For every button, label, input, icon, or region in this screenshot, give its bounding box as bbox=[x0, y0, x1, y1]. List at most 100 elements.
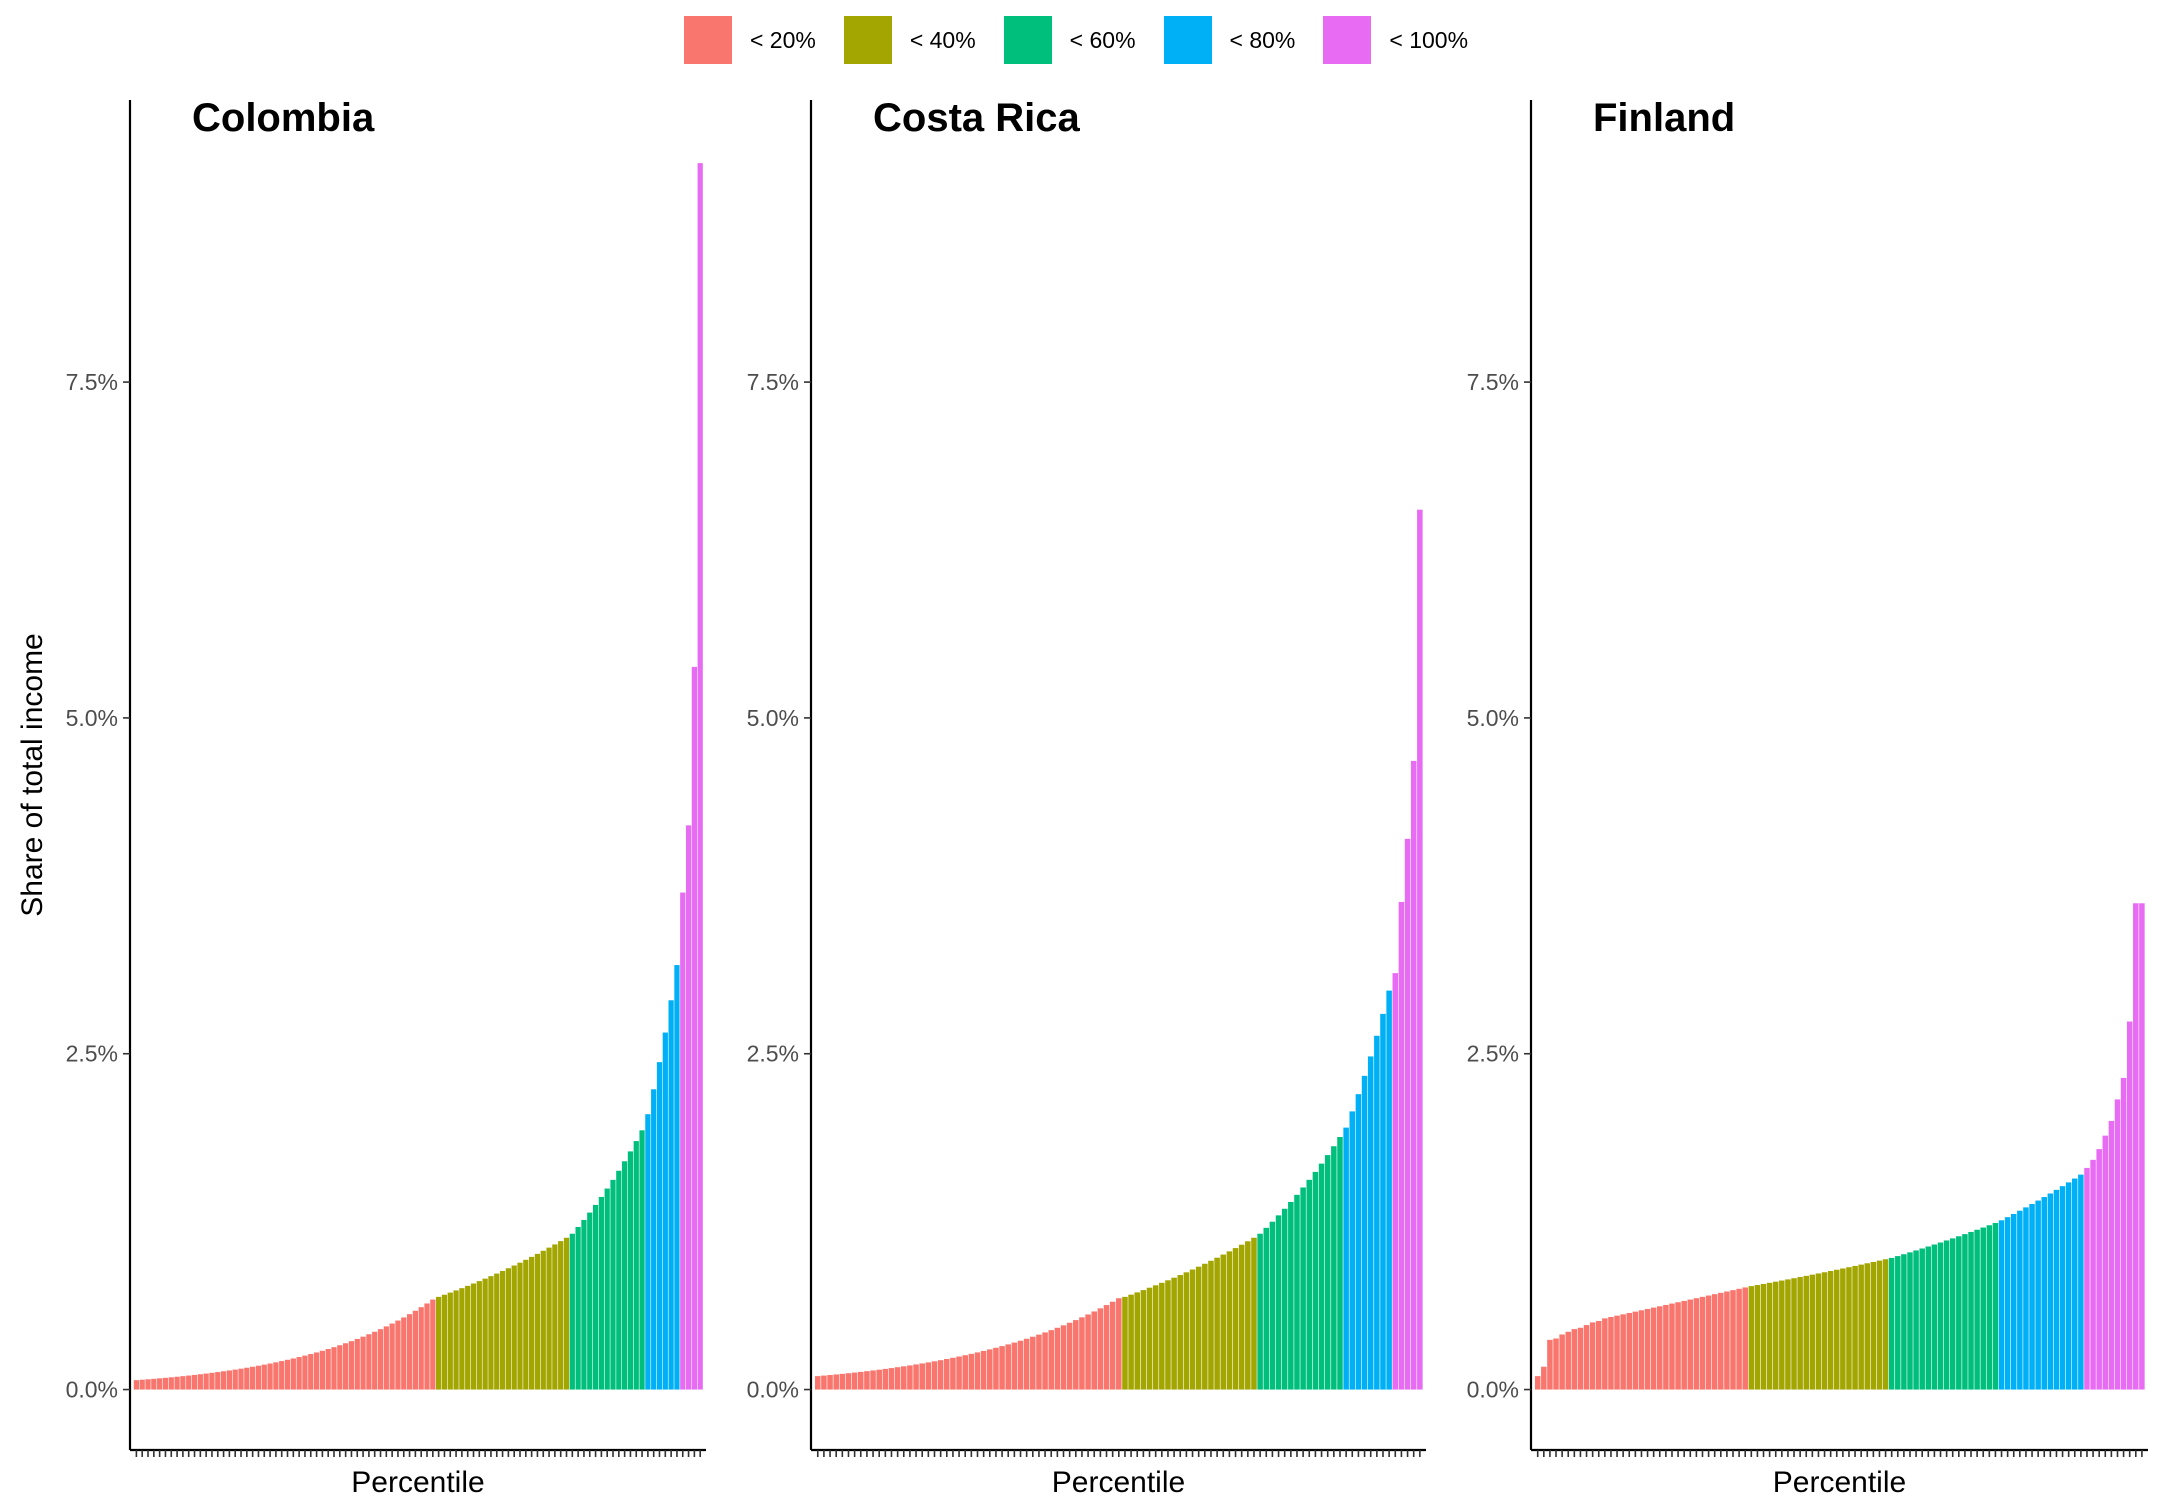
bar bbox=[1956, 1236, 1962, 1390]
bar bbox=[441, 1294, 448, 1390]
bar bbox=[974, 1352, 981, 1390]
bar bbox=[1054, 1327, 1061, 1390]
bar bbox=[1846, 1267, 1852, 1390]
y-axis-title: Share of total income bbox=[16, 633, 49, 917]
bar bbox=[931, 1361, 938, 1390]
bar bbox=[950, 1357, 956, 1390]
bar bbox=[1257, 1233, 1263, 1390]
bar bbox=[511, 1265, 517, 1390]
bar bbox=[1091, 1311, 1097, 1390]
bar bbox=[1681, 1300, 1687, 1390]
bar bbox=[1202, 1263, 1208, 1390]
bar bbox=[569, 1233, 575, 1390]
bar bbox=[575, 1226, 581, 1390]
bar bbox=[1638, 1310, 1645, 1390]
bar bbox=[1772, 1281, 1779, 1390]
bar bbox=[610, 1179, 616, 1390]
bar bbox=[1349, 1111, 1356, 1390]
bar bbox=[833, 1374, 839, 1390]
bar bbox=[389, 1323, 395, 1390]
bar bbox=[616, 1170, 622, 1390]
bar bbox=[1337, 1137, 1343, 1390]
bar bbox=[1797, 1277, 1803, 1390]
bar bbox=[1269, 1221, 1276, 1390]
bar bbox=[1675, 1302, 1681, 1390]
y-tick-label: 7.5% bbox=[1467, 369, 1519, 395]
legend-label: < 100% bbox=[1389, 26, 1469, 53]
panel-title: Colombia bbox=[192, 96, 375, 140]
bar bbox=[1608, 1317, 1614, 1390]
bar bbox=[1122, 1296, 1128, 1390]
bar bbox=[2035, 1200, 2041, 1390]
bar bbox=[1760, 1283, 1767, 1390]
bar bbox=[1577, 1327, 1584, 1390]
bar bbox=[1361, 1075, 1368, 1390]
bar bbox=[2041, 1197, 2047, 1390]
bar bbox=[1931, 1244, 1938, 1390]
bar bbox=[1547, 1339, 1553, 1390]
x-axis-title: Percentile bbox=[1052, 1466, 1185, 1499]
bar bbox=[1962, 1234, 1968, 1390]
bar bbox=[1602, 1318, 1608, 1390]
bar bbox=[133, 1380, 140, 1390]
bar bbox=[668, 1000, 674, 1390]
bar bbox=[1650, 1307, 1657, 1390]
bar bbox=[273, 1362, 279, 1390]
bar bbox=[587, 1212, 593, 1390]
bar bbox=[1226, 1251, 1233, 1390]
panel-title: Costa Rica bbox=[873, 96, 1080, 140]
bar bbox=[313, 1352, 320, 1390]
bar bbox=[232, 1369, 238, 1390]
bar bbox=[1901, 1254, 1907, 1390]
bar bbox=[633, 1141, 639, 1390]
bar bbox=[1398, 901, 1405, 1390]
bar bbox=[2114, 1099, 2121, 1390]
bar bbox=[2133, 903, 2139, 1390]
bar bbox=[1699, 1296, 1706, 1390]
legend-item-lt80: < 80% bbox=[1163, 16, 1304, 64]
y-tick-label: 0.0% bbox=[66, 1377, 118, 1403]
bar bbox=[980, 1350, 987, 1390]
bar bbox=[1919, 1248, 1925, 1390]
bar bbox=[1404, 838, 1411, 1390]
bar bbox=[851, 1372, 858, 1390]
bar bbox=[162, 1377, 169, 1390]
y-tick-label: 5.0% bbox=[747, 705, 799, 731]
bar bbox=[1779, 1280, 1785, 1390]
bar bbox=[2072, 1178, 2078, 1390]
bar bbox=[821, 1375, 827, 1390]
y-tick-label: 7.5% bbox=[747, 369, 799, 395]
bar bbox=[1803, 1275, 1809, 1390]
bar bbox=[534, 1253, 541, 1390]
bar bbox=[2059, 1186, 2066, 1390]
bar bbox=[325, 1349, 331, 1390]
bar bbox=[1974, 1229, 1980, 1390]
bar bbox=[430, 1299, 436, 1390]
bar bbox=[907, 1365, 913, 1390]
bar bbox=[2029, 1204, 2035, 1390]
bar bbox=[1718, 1292, 1724, 1390]
bar bbox=[1553, 1338, 1559, 1390]
bar bbox=[203, 1373, 209, 1390]
bar bbox=[604, 1188, 610, 1390]
bar bbox=[255, 1365, 262, 1390]
bar bbox=[1030, 1336, 1036, 1390]
bar bbox=[168, 1377, 174, 1390]
bar bbox=[552, 1244, 558, 1390]
bar bbox=[1146, 1287, 1153, 1390]
legend-swatch bbox=[1003, 16, 1052, 64]
bar bbox=[145, 1379, 151, 1390]
legend-label: < 20% bbox=[749, 26, 816, 53]
bar bbox=[499, 1270, 506, 1390]
bar bbox=[418, 1307, 424, 1390]
bar bbox=[1705, 1295, 1712, 1390]
bar bbox=[1827, 1271, 1834, 1390]
bar bbox=[993, 1347, 999, 1390]
bar bbox=[308, 1354, 314, 1390]
bar bbox=[1657, 1306, 1663, 1390]
bar bbox=[401, 1317, 407, 1390]
bar bbox=[1318, 1163, 1325, 1390]
bar bbox=[1177, 1275, 1184, 1390]
bar bbox=[1355, 1094, 1362, 1390]
